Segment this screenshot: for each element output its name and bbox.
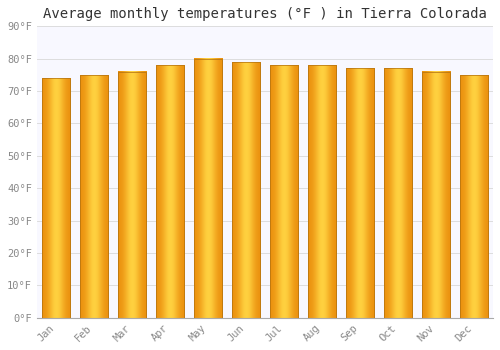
Bar <box>80 75 108 318</box>
Bar <box>194 59 222 318</box>
Bar <box>270 65 298 318</box>
Bar <box>232 62 260 318</box>
Bar <box>422 72 450 318</box>
Bar <box>156 65 184 318</box>
Bar <box>118 72 146 318</box>
Bar <box>308 65 336 318</box>
Title: Average monthly temperatures (°F ) in Tierra Colorada: Average monthly temperatures (°F ) in Ti… <box>43 7 487 21</box>
Bar <box>42 78 70 318</box>
Bar <box>346 68 374 318</box>
Bar <box>384 68 412 318</box>
Bar <box>460 75 488 318</box>
